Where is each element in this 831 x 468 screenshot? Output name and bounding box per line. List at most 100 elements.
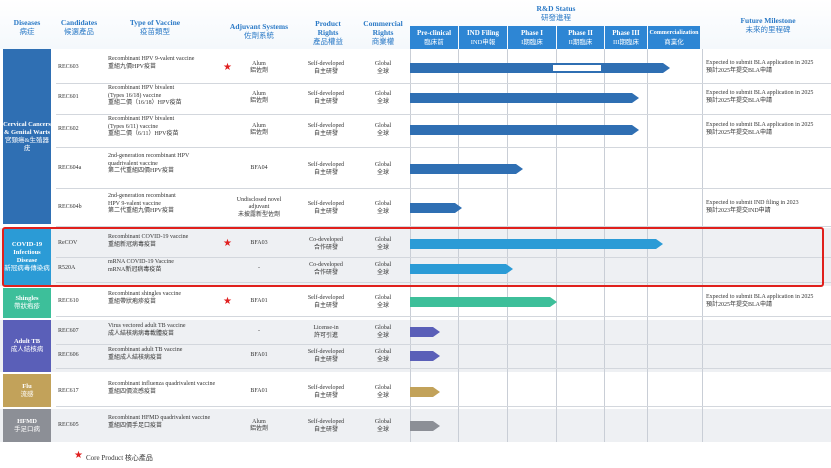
header-type-zh: 疫苗類型	[140, 27, 170, 36]
disease-cervical-zh: 宮頸癌&生殖器疣	[4, 136, 50, 152]
adjuvant-system: Alum 鋁佐劑	[249, 418, 268, 433]
stage-commercialization: Commercialization 商業化	[648, 26, 700, 49]
progress-bar	[410, 164, 523, 174]
candidate-name: REC606	[58, 352, 79, 358]
progress-arrow	[549, 297, 557, 307]
vaccine-type: Recombinant shingles vaccine 重組帶狀疱疹疫苗	[108, 291, 226, 306]
disease-shingles-en: Shingles	[15, 295, 39, 302]
stage-preclinical-zh: 臨床前	[424, 39, 444, 46]
progress-arrow	[631, 93, 639, 103]
vaccine-type: Recombinant COVID-19 vaccine 重組新冠病毒疫苗	[108, 234, 226, 249]
disease-tb: Adult TB 成人結核病	[3, 320, 51, 372]
commercial-rights: Global 全球	[374, 349, 392, 363]
product-rights: Self-developed 自主研發	[307, 123, 345, 137]
header-adjuvant: Adjuvant Systems 佐劑系統	[222, 22, 296, 40]
disease-covid-en: COVID-19 Infectious Disease	[11, 241, 43, 264]
header-rd-status-zh: 研發進程	[541, 13, 571, 22]
vaccine-type-en: mRNA COVID-19 Vaccine	[108, 259, 174, 265]
vaccine-type-en: Recombinant HPV bivalent (Types 6/11) va…	[108, 116, 175, 130]
row-divider	[56, 368, 831, 369]
disease-flu: Flu 流感	[3, 374, 51, 407]
disease-cervical-en: Cervical Cancers & Genital Warts	[3, 120, 51, 136]
adjuvant-system: Alum 鋁佐劑	[249, 122, 268, 137]
vaccine-type: Virus vectored adult TB vaccine 成人結核病病毒載體…	[108, 323, 226, 338]
core-product-star-icon: ★	[223, 62, 232, 73]
candidate-name: ReCOV	[58, 240, 78, 246]
header-product-rights: Product Rights 產品權益	[302, 10, 354, 55]
header-rd-status-en: R&D Status	[536, 4, 576, 13]
row-divider	[56, 188, 831, 189]
stage-phase-2: Phase II II期臨床	[557, 26, 604, 49]
header-diseases: Diseases 病症	[4, 18, 50, 36]
commercial-rights: Global 全球	[374, 325, 392, 339]
progress-bar	[410, 297, 557, 307]
vaccine-type: Recombinant adult TB vaccine 重組成人結核病疫苗	[108, 347, 226, 362]
vaccine-type: Recombinant influenza quadrivalent vacci…	[108, 381, 226, 396]
divider-future	[702, 49, 703, 442]
disease-tb-en: Adult TB	[13, 338, 41, 345]
vaccine-type-en: Recombinant adult TB vaccine	[108, 347, 183, 353]
progress-bar	[410, 125, 639, 135]
candidate-name: REC607	[58, 328, 79, 334]
header-commercial-rights: Commercial Rights 商業權	[356, 10, 410, 55]
vaccine-type-zh: 重組帶狀疱疹疫苗	[108, 298, 157, 305]
product-rights: Self-developed 自主研發	[307, 61, 345, 75]
commercial-rights: Global 全球	[374, 201, 392, 215]
adjuvant-system: BFA01	[250, 298, 268, 305]
header-type: Type of Vaccine 疫苗類型	[110, 18, 200, 36]
progress-bar	[410, 93, 639, 103]
vaccine-type-zh: 第二代重組四價HPV疫苗	[108, 168, 175, 174]
product-rights: Co-developed 合作研發	[309, 237, 343, 251]
disease-flu-zh: 流感	[20, 390, 34, 398]
header-product-rights-en: Product Rights	[315, 19, 341, 37]
disease-tb-zh: 成人結核病	[10, 346, 44, 353]
commercial-rights: Global 全球	[374, 262, 392, 276]
candidate-name: REC604b	[58, 204, 82, 210]
vaccine-type: Recombinant HPV 9-valent vaccine 重組九價HPV疫…	[108, 56, 226, 71]
vaccine-type-en: Recombinant COVID-19 vaccine	[108, 234, 189, 240]
row-divider	[56, 344, 831, 345]
commercial-rights: Global 全球	[374, 123, 392, 137]
candidate-name: R520A	[58, 265, 76, 271]
row-divider	[56, 316, 831, 317]
product-rights: Self-developed 自主研發	[307, 385, 345, 399]
stage-commercialization-en: Commercialization	[649, 30, 699, 36]
vaccine-type-zh: 重組四價流感疫苗	[108, 388, 157, 395]
vaccine-type-en: 2nd-generation recombinant HPV 9-valent …	[108, 193, 176, 207]
product-rights: Self-developed 自主研發	[307, 419, 345, 433]
header-rd-status: R&D Status 研發進程	[410, 4, 702, 22]
stage-preclinical: Pre-clinical 臨床前	[410, 26, 458, 49]
stage-ind-filing: IND Filing IND申報	[459, 26, 507, 49]
adjuvant-system: -	[258, 328, 260, 335]
vaccine-type-zh: 重組二價（16/18）HPV疫苗	[108, 100, 182, 106]
adjuvant-system: BFA01	[250, 352, 268, 359]
vaccine-type-en: Recombinant HPV bivalent (Types 16/18) v…	[108, 85, 175, 99]
candidate-name: REC610	[58, 298, 79, 304]
covid-highlight-frame	[2, 227, 824, 287]
vaccine-type-zh: 重組二價（6/11）HPV疫苗	[108, 131, 179, 137]
header-type-en: Type of Vaccine	[129, 18, 181, 27]
core-product-star-icon: ★	[74, 450, 83, 461]
progress-bar	[410, 351, 441, 361]
stage-preclinical-en: Pre-clinical	[416, 29, 452, 37]
stage-phase-3: Phase III III期臨床	[605, 26, 647, 49]
progress-arrow	[433, 351, 441, 361]
stage-phase-1: Phase I I期臨床	[508, 26, 556, 49]
header-candidates-zh: 候選產品	[64, 27, 94, 36]
vaccine-type-zh: mRNA新冠病毒疫苗	[108, 266, 162, 273]
vaccine-type: 2nd-generation recombinant HPV 9-valent …	[108, 193, 226, 216]
row-divider	[56, 282, 831, 283]
candidate-name: REC604a	[58, 165, 82, 171]
stage-phase-3-en: Phase III	[612, 29, 640, 37]
vaccine-type: Recombinant HFMD quadrivalent vaccine 重組四…	[108, 415, 226, 430]
stage-phase-3-zh: III期臨床	[613, 39, 639, 46]
disease-hfmd: HFMD 手足口病	[3, 409, 51, 442]
header-diseases-en: Diseases	[13, 18, 41, 27]
adjuvant-system: -	[258, 265, 260, 272]
product-rights: Self-developed 自主研發	[307, 349, 345, 363]
adjuvant-system: Alum 鋁佐劑	[249, 90, 268, 105]
progress-arrow	[433, 421, 441, 431]
header-product-rights-zh: 產品權益	[313, 37, 343, 46]
commercial-rights: Global 全球	[374, 419, 392, 433]
footnote-text: Core Product 核心產品	[86, 454, 153, 462]
